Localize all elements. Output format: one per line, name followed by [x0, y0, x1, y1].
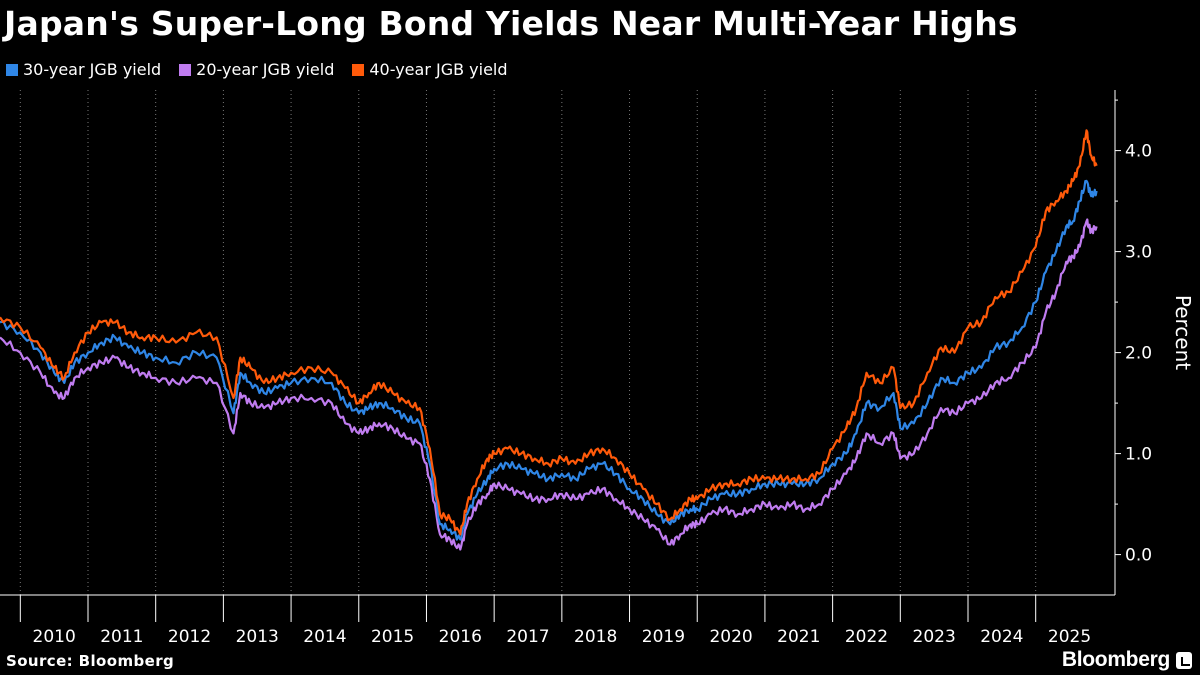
x-tick-label-2011: 2011 — [100, 627, 143, 647]
x-tick-label-2021: 2021 — [777, 627, 820, 647]
x-tick-label-2012: 2012 — [168, 627, 211, 647]
y-tick-label-2.0: 2.0 — [1125, 344, 1152, 364]
x-tick-label-2015: 2015 — [371, 627, 414, 647]
x-tick-label-2023: 2023 — [913, 627, 956, 647]
bloomberg-logo: Bloomberg — [1061, 648, 1170, 671]
x-tick-label-2018: 2018 — [574, 627, 617, 647]
x-tick-label-2017: 2017 — [506, 627, 549, 647]
legend-item-40y: 40-year JGB yield — [352, 60, 508, 79]
legend-label-30y: 30-year JGB yield — [23, 60, 162, 79]
x-tick-label-2013: 2013 — [236, 627, 279, 647]
x-tick-label-2014: 2014 — [303, 627, 346, 647]
x-tick-label-2020: 2020 — [709, 627, 752, 647]
x-tick-label-2016: 2016 — [439, 627, 482, 647]
x-tick-label-2025: 2025 — [1048, 627, 1091, 647]
x-tick-label-2024: 2024 — [980, 627, 1023, 647]
series-line-30-year-jgb-yield — [0, 179, 1098, 541]
legend-swatch-40y — [352, 63, 365, 76]
x-tick-label-2022: 2022 — [845, 627, 888, 647]
legend-label-20y: 20-year JGB yield — [196, 60, 335, 79]
legend-item-20y: 20-year JGB yield — [179, 60, 334, 79]
y-tick-label-0.0: 0.0 — [1125, 546, 1152, 566]
legend-item-30y: 30-year JGB yield — [6, 60, 161, 79]
legend: 30-year JGB yield 20-year JGB yield 40-y… — [6, 60, 508, 79]
x-tick-label-2010: 2010 — [33, 627, 76, 647]
series-line-20-year-jgb-yield — [0, 218, 1098, 551]
series-line-40-year-jgb-yield — [0, 129, 1098, 536]
y-axis-label: Percent — [1171, 295, 1195, 370]
y-tick-label-1.0: 1.0 — [1125, 445, 1152, 465]
bloomberg-logo-icon — [1176, 652, 1192, 669]
y-tick-label-3.0: 3.0 — [1125, 243, 1152, 263]
legend-swatch-30y — [6, 63, 18, 76]
legend-label-40y: 40-year JGB yield — [369, 60, 508, 79]
legend-swatch-20y — [179, 63, 192, 76]
source-note: Source: Bloomberg — [6, 652, 175, 670]
chart-title: Japan's Super-Long Bond Yields Near Mult… — [4, 4, 1018, 43]
x-tick-label-2019: 2019 — [642, 627, 685, 647]
y-tick-label-4.0: 4.0 — [1125, 142, 1152, 162]
